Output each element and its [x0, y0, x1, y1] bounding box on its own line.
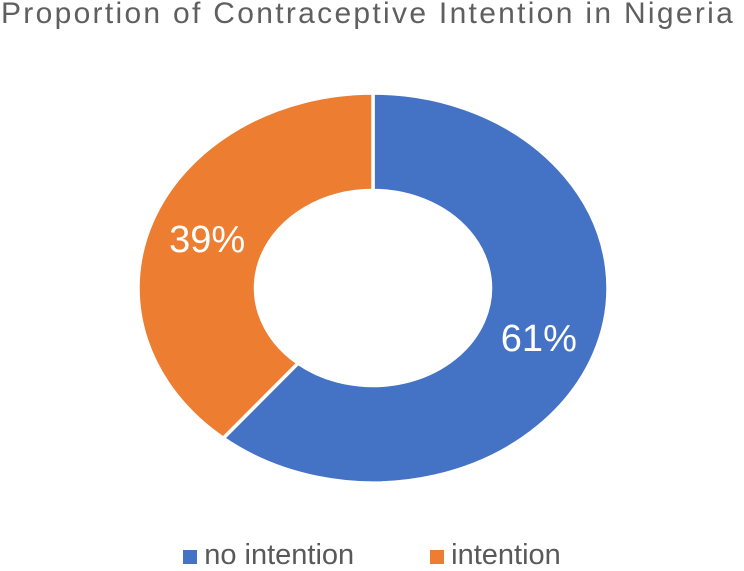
slice-intention — [136, 91, 375, 440]
data-label-no-intention: 61% — [501, 318, 577, 360]
slice-no-intention — [221, 91, 610, 485]
legend-label-intention: intention — [451, 539, 561, 571]
chart-legend: no intention intention — [0, 540, 744, 570]
legend-label-no-intention: no intention — [204, 539, 355, 571]
legend-swatch-no-intention-icon — [183, 549, 198, 564]
legend-swatch-intention-icon — [430, 549, 445, 564]
data-label-intention: 39% — [169, 219, 245, 261]
donut-chart: 61% 39% — [136, 91, 610, 485]
legend-item-no-intention: no intention — [183, 540, 354, 570]
legend-item-intention: intention — [430, 540, 561, 570]
chart-title: Proportion of Contraceptive Intention in… — [1, 0, 736, 30]
